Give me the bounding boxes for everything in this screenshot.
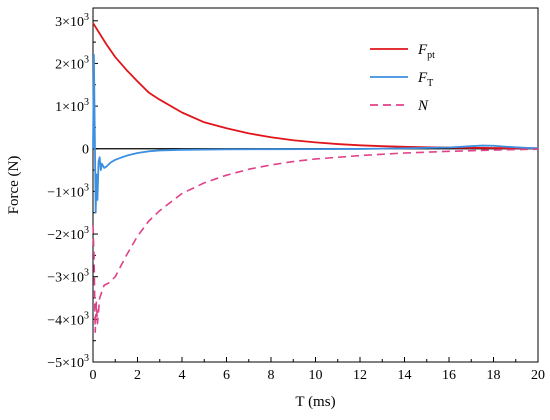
y-tick-label: −5×103 bbox=[47, 353, 89, 371]
y-tick-label: −2×103 bbox=[47, 225, 89, 243]
y-tick-mantissa: −5×10 bbox=[47, 356, 84, 371]
x-tick-label: 8 bbox=[268, 368, 275, 383]
x-tick-label: 20 bbox=[531, 368, 545, 383]
y-tick-exponent: 3 bbox=[84, 225, 89, 236]
x-tick-label: 18 bbox=[487, 368, 501, 383]
legend-name: F bbox=[417, 42, 428, 58]
legend-name: F bbox=[417, 70, 428, 86]
axis-ticks: 0 2 4 6 8 10 12 14 16 18 203×1032×1031×1030−1×103−… bbox=[47, 12, 545, 383]
y-tick-label: 3×103 bbox=[55, 12, 89, 30]
y-tick-mantissa: 1×10 bbox=[55, 100, 84, 115]
y-tick-exponent: 3 bbox=[84, 54, 89, 65]
legend-label-f-t: FT bbox=[417, 70, 433, 89]
y-tick-label: −1×103 bbox=[47, 182, 89, 200]
y-tick-exponent: 3 bbox=[84, 97, 89, 108]
x-tick-label: 6 bbox=[223, 368, 230, 383]
x-tick-label: 4 bbox=[179, 368, 186, 383]
series-layer bbox=[92, 22, 539, 333]
y-tick-label: −3×103 bbox=[47, 268, 89, 286]
y-tick-mantissa: −2×10 bbox=[47, 228, 84, 243]
y-tick-exponent: 3 bbox=[84, 12, 89, 23]
y-tick-exponent: 3 bbox=[84, 182, 89, 193]
y-tick-mantissa: −3×10 bbox=[47, 271, 84, 286]
y-tick-label: 1×103 bbox=[55, 97, 89, 115]
legend-subscript: pt bbox=[427, 50, 435, 61]
plot-frame bbox=[92, 7, 539, 363]
x-tick-label: 2 bbox=[134, 368, 141, 383]
y-tick-mantissa: 0 bbox=[82, 143, 89, 158]
x-tick-label: 10 bbox=[309, 368, 323, 383]
legend-name: N bbox=[417, 98, 429, 114]
legend-label-n: N bbox=[417, 98, 429, 114]
x-tick-label: 16 bbox=[442, 368, 456, 383]
x-tick-label: 12 bbox=[353, 368, 367, 383]
y-tick-label: 2×103 bbox=[55, 54, 89, 72]
y-axis-label: Force (N) bbox=[6, 156, 22, 215]
series-line-f-pt bbox=[92, 22, 539, 150]
y-tick-mantissa: −1×10 bbox=[47, 185, 84, 200]
series-line-n bbox=[92, 148, 539, 333]
y-tick-mantissa: 3×10 bbox=[55, 15, 84, 30]
y-tick-label: −4×103 bbox=[47, 310, 89, 328]
y-tick-mantissa: −4×10 bbox=[47, 313, 84, 328]
series-line-f-t bbox=[92, 54, 539, 214]
y-tick-exponent: 3 bbox=[84, 353, 89, 364]
x-tick-label: 0 bbox=[90, 368, 97, 383]
y-tick-exponent: 3 bbox=[84, 268, 89, 279]
y-tick-label: 0 bbox=[82, 143, 89, 158]
x-axis-label: T (ms) bbox=[295, 394, 335, 410]
x-tick-label: 14 bbox=[398, 368, 412, 383]
legend-label-f-pt: Fpt bbox=[417, 42, 435, 61]
y-tick-exponent: 3 bbox=[84, 310, 89, 321]
legend-subscript: T bbox=[427, 78, 433, 89]
y-tick-mantissa: 2×10 bbox=[55, 57, 84, 72]
